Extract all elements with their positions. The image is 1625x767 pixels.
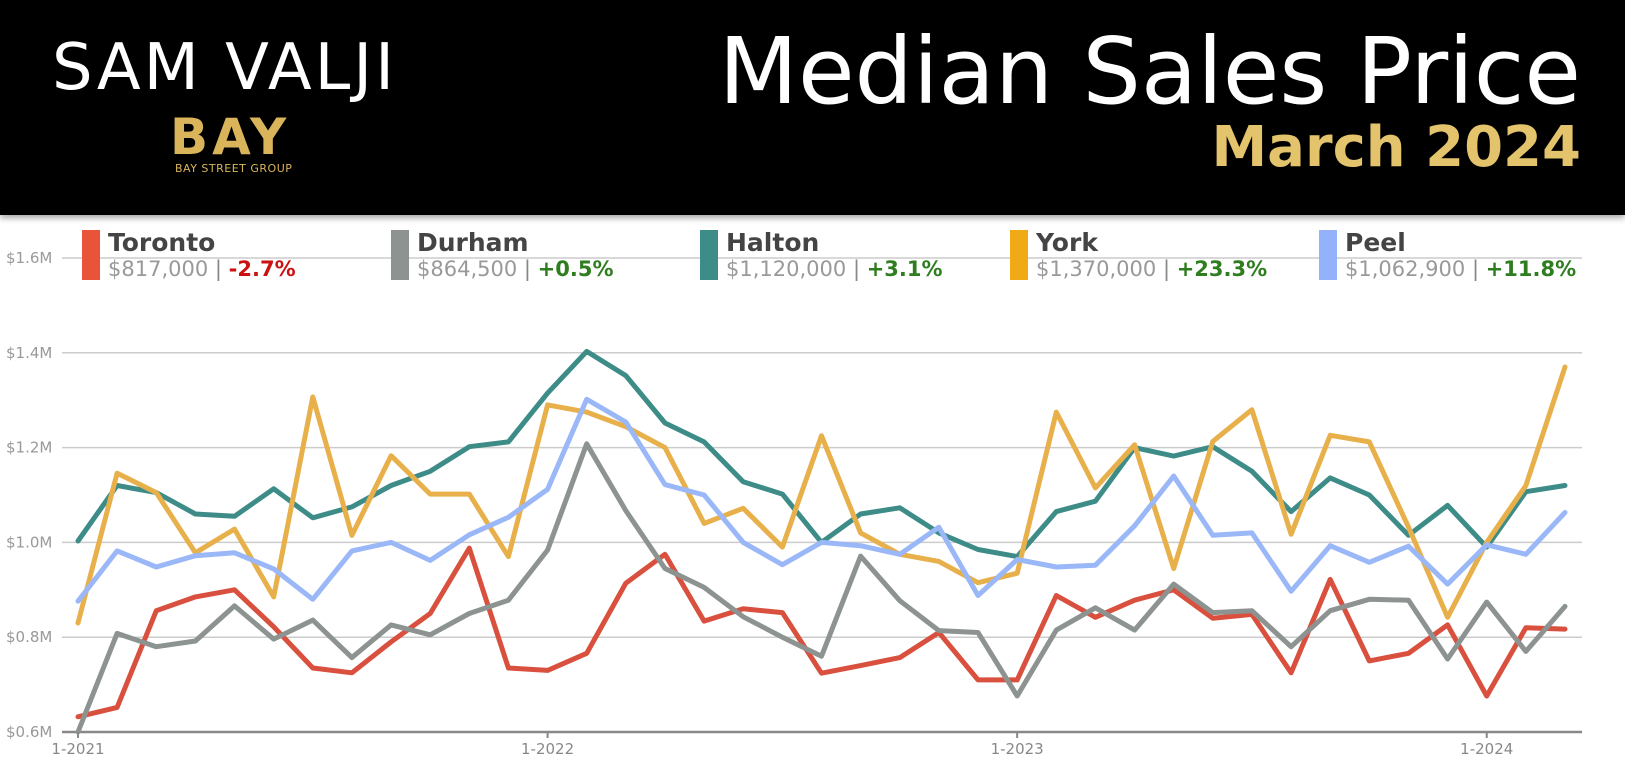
legend-change: +3.1% — [866, 257, 943, 281]
chart-grid: $0.6M $0.8M $1.0M $1.2M $1.4M $1.6M — [6, 249, 1582, 741]
legend-value: $864,500 — [417, 257, 518, 281]
legend-label: Peel — [1345, 228, 1406, 257]
legend-change: -2.7% — [228, 257, 296, 281]
legend-separator: | — [523, 257, 531, 281]
chart-series-lines — [75, 348, 1568, 735]
legend-stat: $1,370,000 | +23.3% — [1036, 257, 1267, 281]
y-tick-label: $1.0M — [6, 533, 52, 551]
legend-change: +11.8% — [1485, 257, 1577, 281]
legend-change: +0.5% — [537, 257, 614, 281]
legend-value: $1,370,000 — [1036, 257, 1157, 281]
y-tick-label: $0.8M — [6, 628, 52, 646]
x-tick-label: 1-2021 — [51, 740, 104, 758]
legend-value: $1,062,900 — [1345, 257, 1466, 281]
legend-separator: | — [852, 257, 861, 281]
header-bar: SAM VALJI BAY BAY STREET GROUP Median Sa… — [0, 0, 1625, 215]
series-line-peel — [75, 396, 1568, 604]
page-subtitle: March 2024 — [1211, 115, 1581, 180]
x-tick-label: 1-2023 — [991, 740, 1044, 758]
page-title: Median Sales Price — [718, 18, 1581, 125]
legend-stat: $1,062,900 | +11.8% — [1345, 257, 1576, 281]
legend-stat: $1,120,000 | +3.1% — [726, 257, 943, 281]
y-tick-label: $1.6M — [6, 249, 52, 267]
series-line-york — [75, 364, 1568, 626]
x-tick-label: 1-2022 — [521, 740, 574, 758]
y-tick-label: $1.4M — [6, 344, 52, 362]
series-line-toronto — [75, 545, 1568, 720]
legend-separator: | — [1162, 257, 1171, 281]
legend-label: Durham — [417, 228, 529, 257]
brand-name: SAM VALJI — [52, 31, 398, 105]
legend-swatch — [82, 230, 100, 280]
legend-change: +23.3% — [1176, 257, 1268, 281]
legend-label: York — [1036, 228, 1098, 257]
legend-swatch — [1010, 230, 1028, 280]
y-tick-label: $0.6M — [6, 723, 52, 741]
brand-logo: BAY — [170, 108, 291, 166]
legend-separator: | — [214, 257, 222, 281]
chart-x-axis: 1-2021 1-2022 1-2023 1-2024 — [51, 732, 1513, 758]
legend-label: Halton — [726, 228, 820, 257]
legend-swatch — [1319, 230, 1337, 280]
legend-swatch — [391, 230, 409, 280]
legend-separator: | — [1471, 257, 1480, 281]
brand-group-name: BAY STREET GROUP — [175, 162, 293, 175]
legend-stat: $864,500 | +0.5% — [417, 257, 614, 281]
legend-value: $1,120,000 — [726, 257, 847, 281]
legend-swatch — [700, 230, 718, 280]
y-tick-label: $1.2M — [6, 439, 52, 457]
legend-value: $817,000 — [108, 257, 209, 281]
legend-stat: $817,000 | -2.7% — [108, 257, 296, 281]
series-line-durham — [75, 441, 1568, 735]
x-tick-label: 1-2024 — [1460, 740, 1513, 758]
legend-label: Toronto — [108, 228, 216, 257]
